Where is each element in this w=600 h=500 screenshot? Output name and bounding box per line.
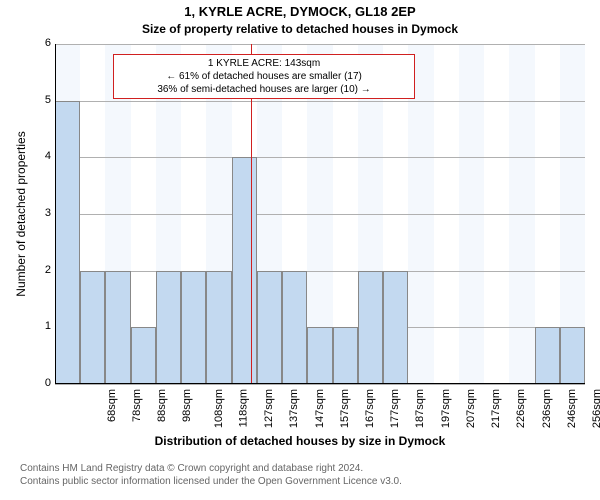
annotation-line: 1 KYRLE ACRE: 143sqm — [118, 57, 410, 70]
x-tick-label: 197sqm — [440, 389, 452, 428]
x-tick-label: 78sqm — [131, 389, 143, 422]
bar — [535, 327, 560, 384]
bar — [333, 327, 358, 384]
x-tick-label: 217sqm — [490, 389, 502, 428]
bar — [156, 271, 181, 384]
x-tick-label: 137sqm — [288, 389, 300, 428]
bar — [257, 271, 282, 384]
x-tick-label: 98sqm — [181, 389, 193, 422]
y-axis-label: Number of detached properties — [14, 44, 28, 384]
bar — [206, 271, 231, 384]
footnote-line-1: Contains HM Land Registry data © Crown c… — [20, 462, 580, 475]
y-tick-label: 1 — [33, 320, 51, 332]
x-tick-label: 108sqm — [213, 389, 225, 428]
x-tick-label: 88sqm — [156, 389, 168, 422]
x-tick-label: 177sqm — [389, 389, 401, 428]
bar — [131, 327, 156, 384]
footnote-line-2: Contains public sector information licen… — [20, 475, 580, 488]
x-tick-label: 127sqm — [263, 389, 275, 428]
x-tick-label: 236sqm — [541, 389, 553, 428]
y-axis-line — [55, 44, 56, 384]
x-axis-line — [55, 383, 585, 384]
grid-line — [55, 44, 585, 45]
x-tick-label: 256sqm — [591, 389, 600, 428]
chart-title: 1, KYRLE ACRE, DYMOCK, GL18 2EP — [0, 4, 600, 19]
grid-line — [55, 157, 585, 158]
x-tick-label: 118sqm — [237, 389, 249, 427]
y-tick-label: 6 — [33, 37, 51, 49]
x-tick-label: 167sqm — [364, 389, 376, 428]
grid-line — [55, 271, 585, 272]
bar — [307, 327, 332, 384]
y-tick-label: 0 — [33, 377, 51, 389]
x-tick-label: 226sqm — [516, 389, 528, 428]
annotation-line: 36% of semi-detached houses are larger (… — [118, 83, 410, 96]
grid-line — [55, 101, 585, 102]
x-tick-label: 68sqm — [106, 389, 118, 422]
bar — [560, 327, 585, 384]
grid-line — [55, 214, 585, 215]
bar — [55, 101, 80, 384]
bar — [282, 271, 307, 384]
y-tick-label: 5 — [33, 94, 51, 106]
x-tick-label: 207sqm — [465, 389, 477, 428]
x-axis-caption: Distribution of detached houses by size … — [0, 434, 600, 448]
annotation-line: ← 61% of detached houses are smaller (17… — [118, 70, 410, 83]
footnote: Contains HM Land Registry data © Crown c… — [20, 462, 580, 488]
y-tick-label: 3 — [33, 207, 51, 219]
chart-subtitle: Size of property relative to detached ho… — [0, 22, 600, 36]
annotation-box: 1 KYRLE ACRE: 143sqm← 61% of detached ho… — [113, 54, 415, 99]
bar — [105, 271, 130, 384]
bar — [80, 271, 105, 384]
x-tick-label: 187sqm — [415, 389, 427, 428]
grid-line — [55, 384, 585, 385]
x-tick-label: 246sqm — [566, 389, 578, 428]
plot-area: 1 KYRLE ACRE: 143sqm← 61% of detached ho… — [55, 44, 585, 384]
x-tick-label: 157sqm — [339, 389, 351, 428]
bar — [232, 157, 257, 384]
bar — [181, 271, 206, 384]
bar — [383, 271, 408, 384]
y-tick-label: 4 — [33, 150, 51, 162]
y-tick-label: 2 — [33, 264, 51, 276]
bar — [358, 271, 383, 384]
x-tick-label: 147sqm — [314, 389, 326, 428]
